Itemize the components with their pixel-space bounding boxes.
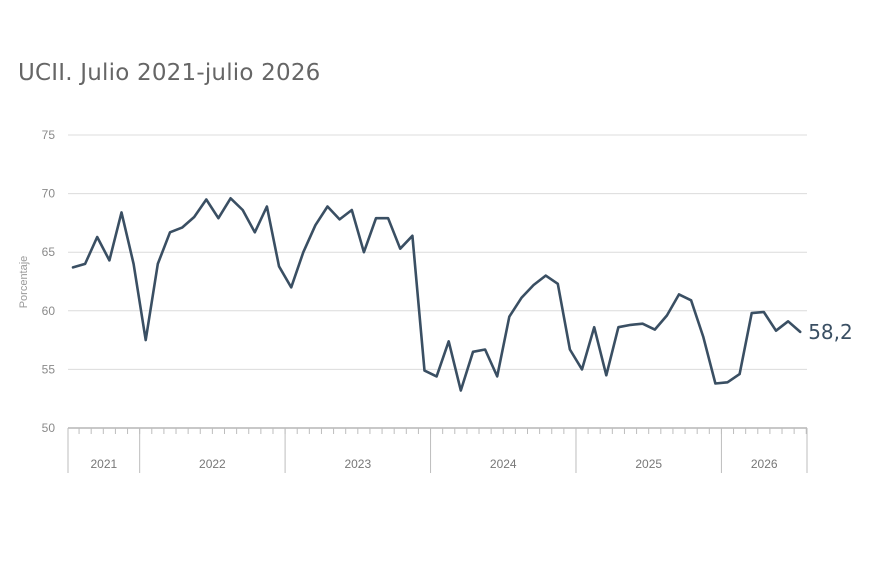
- year-label-2023: 2023: [344, 457, 371, 471]
- series-line: [71, 197, 802, 392]
- last-value-label: 58,2: [808, 320, 853, 344]
- chart-title: UCII. Julio 2021-julio 2026: [18, 60, 321, 86]
- y-axis-label: Porcentaje: [18, 256, 30, 309]
- year-label-2021: 2021: [90, 457, 117, 471]
- y-tick-65: 65: [42, 245, 56, 259]
- y-tick-60: 60: [42, 304, 56, 318]
- year-label-2026: 2026: [751, 457, 778, 471]
- y-tick-labels: 50 55 60 65 70 75: [42, 128, 56, 435]
- x-axis: 2021 2022 2023 2024 2025 2026: [67, 427, 808, 473]
- y-tick-55: 55: [42, 362, 56, 376]
- year-label-2025: 2025: [635, 457, 662, 471]
- y-tick-50: 50: [42, 421, 56, 435]
- y-tick-75: 75: [42, 128, 56, 142]
- y-tick-70: 70: [42, 187, 56, 201]
- grid-lines: [68, 134, 807, 370]
- year-label-2024: 2024: [490, 457, 517, 471]
- year-label-2022: 2022: [199, 457, 226, 471]
